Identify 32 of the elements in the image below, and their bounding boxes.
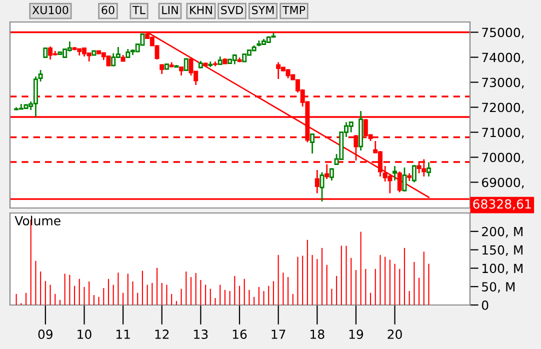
x-tick-label: 10: [78, 330, 92, 339]
x-tick-label: 16: [232, 330, 247, 339]
y-tick-label: 0: [482, 300, 488, 310]
text: SYM: [252, 6, 274, 14]
x-tick-label: 12: [155, 330, 169, 339]
y-tick-label: 72000,: [482, 102, 524, 114]
x-tick-label: 18: [310, 330, 324, 339]
text: TL: [132, 6, 146, 14]
text: 60: [102, 6, 114, 14]
y-tick-label: 100, M: [482, 264, 522, 274]
x-tick-label: 17: [272, 330, 286, 339]
y-tick-label: 150, M: [482, 245, 522, 256]
x-tick-label: 11: [116, 330, 130, 339]
y-tick-label: 75000,: [482, 28, 524, 38]
text: LIN: [162, 6, 178, 14]
chart-title: XU100: [32, 6, 68, 14]
y-tick-label: 200, M: [482, 226, 522, 238]
ref-line-label: 68328,61: [473, 199, 531, 210]
y-tick-label: 69000,: [482, 178, 524, 188]
text: SVD: [221, 6, 243, 14]
text: TMP: [282, 6, 306, 14]
chart-title: Volume: [14, 216, 60, 226]
y-tick-label: 74000,: [482, 52, 524, 64]
x-tick-label: 09: [38, 330, 52, 339]
y-tick-label: 50, M: [482, 282, 515, 293]
y-tick-label: 71000,: [482, 128, 524, 138]
y-tick-label: 73000,: [482, 78, 524, 88]
x-tick-label: 19: [349, 330, 364, 339]
text: KHN: [190, 6, 212, 14]
x-tick-label: 20: [388, 330, 402, 339]
y-tick-label: 70000,: [482, 152, 524, 164]
x-tick-label: 13: [194, 330, 208, 339]
